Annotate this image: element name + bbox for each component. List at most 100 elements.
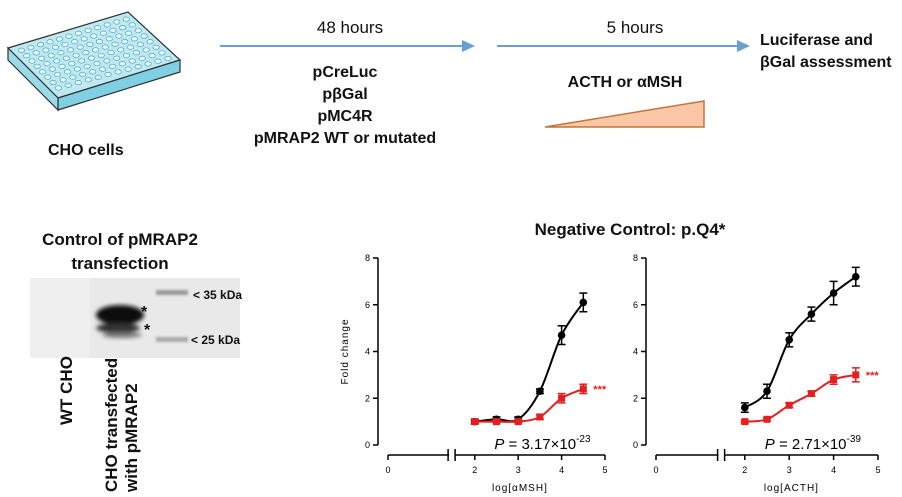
well: [122, 52, 131, 59]
significance-marker: ***: [866, 370, 880, 382]
data-point-mutant: [536, 413, 544, 421]
blot-title: Control of pMRAP2 transfection: [20, 228, 220, 276]
data-point-control: [557, 331, 566, 339]
well: [119, 25, 127, 31]
well: [86, 41, 94, 47]
well: [107, 50, 115, 56]
data-point-mutant: [852, 371, 860, 379]
well: [121, 39, 129, 45]
workflow-diagram: [6, 11, 750, 128]
well: [99, 30, 107, 36]
well: [55, 36, 64, 42]
well: [57, 50, 65, 56]
y-tick-label: 2: [633, 393, 638, 403]
data-point-mutant: [493, 418, 500, 426]
well: [114, 69, 122, 75]
data-point-mutant: [558, 394, 566, 402]
well: [42, 47, 50, 53]
well: [113, 19, 121, 25]
data-point-mutant: [741, 418, 749, 426]
well: [136, 41, 144, 47]
well: [108, 63, 117, 69]
well: [154, 58, 162, 64]
asterisk-2: *: [144, 322, 151, 339]
arrow-5h: [497, 40, 750, 52]
well: [73, 66, 81, 72]
well: [101, 44, 109, 50]
well: [48, 66, 56, 72]
well: [138, 55, 146, 61]
well: [27, 44, 35, 51]
data-point-mutant: [785, 401, 793, 409]
well: [46, 39, 54, 45]
x-tick-label: 5: [602, 465, 607, 475]
y-tick-label: 0: [365, 440, 370, 450]
x-tick-label: 3: [787, 465, 792, 475]
marker-35kda: < 35 kDa: [193, 288, 243, 302]
well: [91, 47, 100, 53]
well: [130, 36, 138, 42]
well: [83, 63, 91, 69]
well: [43, 61, 51, 67]
data-point-mutant: [763, 415, 771, 423]
well: [44, 74, 52, 80]
readout-label: Luciferase and βGal assessment: [760, 30, 902, 74]
data-point-mutant: [807, 390, 815, 398]
x-tick-label: 4: [559, 465, 564, 475]
well: [122, 16, 130, 22]
well: [94, 74, 102, 80]
well: [94, 25, 102, 31]
x-tick-label: 4: [831, 465, 836, 475]
well: [17, 47, 25, 53]
data-point-control: [785, 336, 793, 344]
well: [38, 55, 46, 61]
well: [124, 66, 132, 72]
well: [79, 71, 87, 78]
y-tick-label: 6: [633, 300, 638, 310]
well: [103, 22, 111, 28]
well: [63, 69, 72, 75]
well: [54, 85, 62, 91]
well: [158, 50, 166, 56]
well: [71, 39, 79, 45]
well: [118, 61, 126, 67]
well: [33, 63, 41, 69]
y-tick-label: 8: [633, 253, 638, 263]
construct-2: pβGal: [322, 86, 368, 103]
fit-curve-mutant: [474, 387, 584, 423]
treatment-label: ACTH or αMSH: [567, 74, 683, 91]
well: [82, 50, 90, 56]
p-value-label: P = 2.71×10-39: [765, 434, 862, 453]
x-tick-label: 2: [742, 465, 747, 475]
well: [142, 47, 150, 53]
cells-label: CHO cells: [48, 142, 124, 159]
well: [32, 50, 40, 56]
data-point-control: [536, 387, 544, 396]
data-point-control: [579, 298, 588, 307]
x-tick-label: 5: [875, 465, 880, 475]
well: [144, 61, 152, 67]
well: [78, 58, 86, 64]
well: [54, 71, 62, 78]
construct-3: pMC4R: [317, 108, 373, 125]
well: [49, 80, 57, 86]
well: [128, 58, 136, 64]
dose-response-charts: 0 2 4 6 8 0 2 3 4 5 log[αMSH] Fold change *** P = 3.1…: [340, 253, 881, 494]
chart-panel-2: 0 2 4 6 8 0 2 3 4 5 log[ACTH] *** P = 2.71×10-39: [633, 253, 881, 494]
significance-marker: ***: [593, 384, 607, 396]
well-plate-icon: [6, 11, 182, 112]
asterisk-1: *: [141, 304, 148, 321]
well: [84, 27, 92, 34]
well: [28, 58, 36, 64]
well: [103, 58, 111, 64]
p-value-label: P = 3.17×10-23: [494, 434, 591, 453]
well: [97, 52, 105, 58]
well: [51, 44, 60, 50]
arrow-48h: [220, 40, 475, 52]
blot-title-line-2: transfection: [71, 254, 169, 273]
blot-title-line-1: Control of pMRAP2: [42, 230, 198, 249]
well: [47, 52, 55, 59]
x-tick-label: 0: [653, 465, 658, 475]
well: [152, 44, 160, 50]
y-tick-label: 4: [365, 347, 370, 357]
